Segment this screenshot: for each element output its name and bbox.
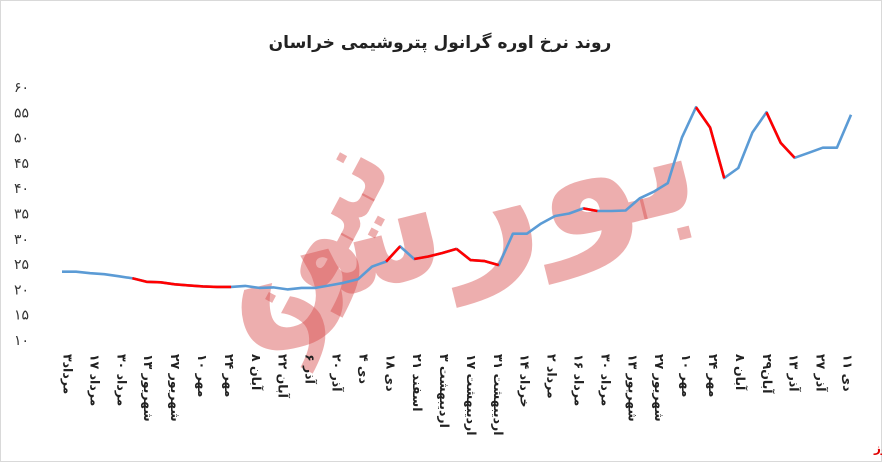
x-tick-label: ۲۹آبان <box>760 354 775 394</box>
x-tick-label: ۱۱ دی <box>841 354 856 392</box>
y-tick-label: ۲۰ <box>14 282 29 298</box>
x-axis: ۳مرداد ۱۷ مرداد ۳۰ مرداد ۱۳ شهریور ۲۷ شهریور… <box>61 354 856 436</box>
y-tick-label: ۳۵ <box>14 207 29 223</box>
x-tick-label: ۶ آذر <box>303 354 318 385</box>
source-label: بورس نیوز <box>873 441 882 456</box>
x-tick-label: ۲۷ شهریور <box>168 354 183 422</box>
x-tick-label: ۲۴ مهر <box>706 354 721 397</box>
series-highlight-segment <box>765 111 796 159</box>
series-highlight-segment <box>583 207 598 213</box>
x-tick-label: ۳۱ اردیبهشت <box>491 354 506 436</box>
y-tick-label: ۳۰ <box>14 232 29 248</box>
x-tick-label: ۸ آبان <box>249 354 264 391</box>
x-tick-label: ۱۳ شهریور <box>141 354 156 422</box>
x-tick-label: ۳ اردیبهشت <box>437 354 452 428</box>
x-tick-label: ۴ دی <box>356 354 371 384</box>
y-tick-label: ۶۰ <box>14 80 29 96</box>
x-tick-label: ۸ آبان <box>733 354 748 391</box>
x-tick-label: ۱۷ اردیبهشت <box>464 354 479 436</box>
series-highlight-segment <box>694 106 726 179</box>
x-tick-label: ۲۱ اسفند <box>410 354 425 412</box>
y-tick-label: ۲۵ <box>14 257 29 273</box>
x-tick-label: ۲۷ شهریور <box>652 354 667 422</box>
y-tick-label: ۵۵ <box>14 105 29 121</box>
y-axis: ۶۰ ۵۵ ۵۰ ۴۵ ۴۰ ۳۵ ۳۰ ۲۵ ۲۰ ۱۵ ۱۰ <box>14 80 29 349</box>
y-tick-label: ۴۵ <box>14 156 29 172</box>
x-tick-label: ۳۰ مرداد <box>598 354 613 406</box>
x-tick-label: ۲۰ آذر <box>329 354 344 392</box>
x-tick-label: ۲ مرداد <box>545 354 560 399</box>
y-tick-label: ۵۰ <box>14 131 29 147</box>
x-tick-label: ۲۴ مهر <box>222 354 237 397</box>
series-highlight-segment <box>413 247 457 261</box>
series-highlight-segment <box>455 247 500 267</box>
y-tick-label: ۱۰ <box>14 333 29 349</box>
x-tick-label: ۱۳ شهریور <box>625 354 640 422</box>
y-tick-label: ۴۰ <box>14 181 29 197</box>
x-tick-label: ۱۰ مهر <box>195 354 210 397</box>
y-tick-label: ۱۵ <box>14 308 29 324</box>
series-highlight-segment <box>385 245 402 263</box>
x-tick-label: ۲۷ آذر <box>814 354 829 392</box>
x-tick-label: ۳۰ مرداد <box>114 354 129 406</box>
x-tick-label: ۱۴ خرداد <box>518 354 533 408</box>
x-tick-label: ۱۳ آذر <box>787 354 802 392</box>
x-tick-label: ۱۸ دی <box>383 354 398 392</box>
x-tick-label: ۱۰ مهر <box>679 354 694 397</box>
x-tick-label: ۲۲ آبان <box>276 354 291 399</box>
series-highlight-segment <box>132 277 232 289</box>
x-tick-label: ۳مرداد <box>61 354 76 394</box>
series-line <box>62 105 853 291</box>
x-tick-label: ۱۶ مرداد <box>572 354 587 406</box>
x-tick-label: ۱۷ مرداد <box>87 354 102 406</box>
chart-title: روند نرخ اوره گرانول پتروشیمی خراسان <box>269 32 612 53</box>
